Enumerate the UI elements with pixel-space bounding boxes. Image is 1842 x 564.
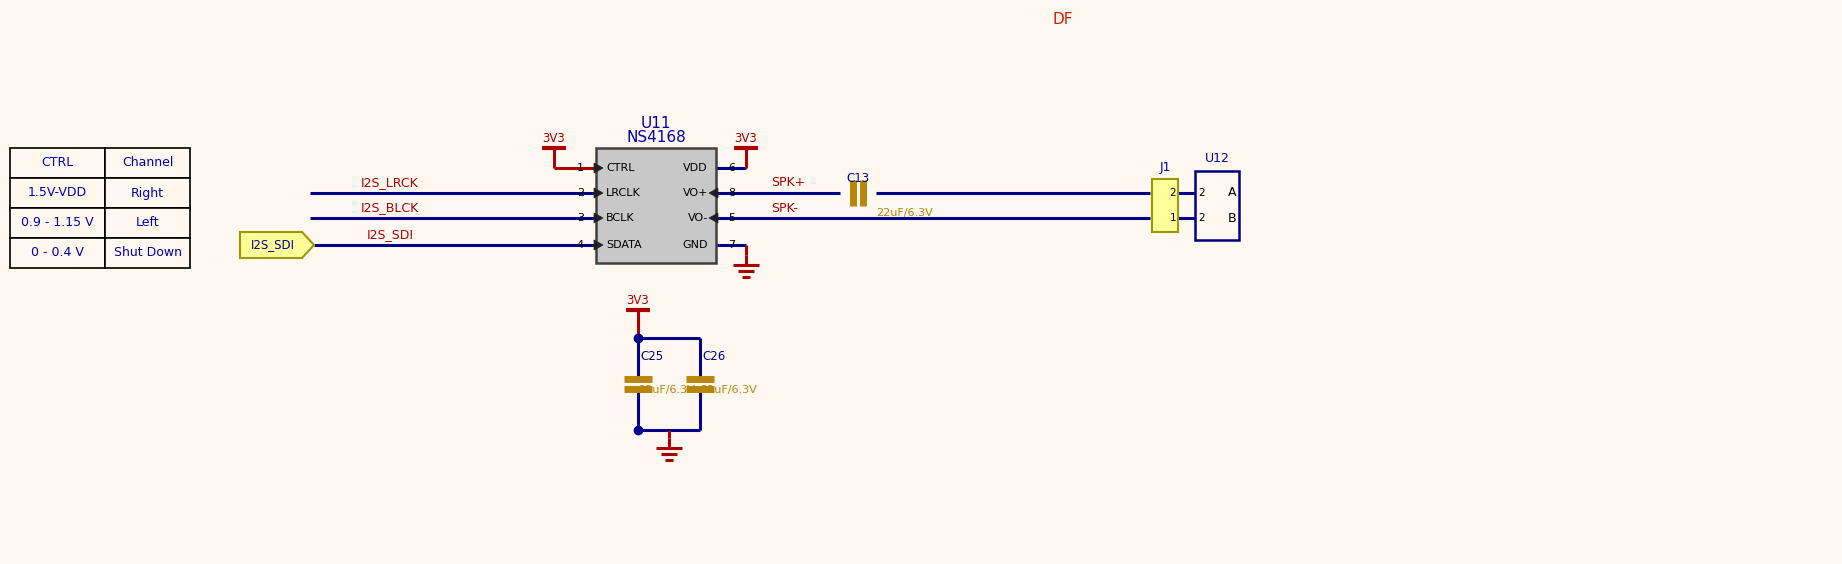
Text: Shut Down: Shut Down xyxy=(114,246,182,259)
Text: VO-: VO- xyxy=(687,213,707,223)
Text: NS4168: NS4168 xyxy=(626,130,685,144)
Text: BCLK: BCLK xyxy=(606,213,635,223)
Bar xyxy=(105,238,190,268)
Text: SPK-: SPK- xyxy=(772,201,798,214)
Text: C25: C25 xyxy=(639,350,663,363)
Bar xyxy=(9,238,105,268)
Polygon shape xyxy=(593,213,602,223)
Bar xyxy=(1151,179,1179,232)
Text: Channel: Channel xyxy=(122,156,173,170)
Text: 5: 5 xyxy=(728,213,735,223)
Text: 22uF/6.3V: 22uF/6.3V xyxy=(877,208,932,218)
Text: 6: 6 xyxy=(728,163,735,173)
Polygon shape xyxy=(239,232,313,258)
Text: 8: 8 xyxy=(728,188,735,198)
Text: C26: C26 xyxy=(702,350,726,363)
Text: J1: J1 xyxy=(1159,161,1172,174)
Text: 7: 7 xyxy=(728,240,735,250)
Polygon shape xyxy=(709,188,718,198)
Polygon shape xyxy=(593,188,602,198)
Text: Left: Left xyxy=(136,217,158,230)
Text: 0.9 - 1.15 V: 0.9 - 1.15 V xyxy=(22,217,94,230)
Text: 4: 4 xyxy=(577,240,584,250)
Text: 3V3: 3V3 xyxy=(735,131,757,144)
Text: 1: 1 xyxy=(577,163,584,173)
Text: 3: 3 xyxy=(577,213,584,223)
Text: I2S_BLCK: I2S_BLCK xyxy=(361,201,420,214)
Text: C13: C13 xyxy=(847,173,869,186)
Text: 22uF/6.3V: 22uF/6.3V xyxy=(700,385,757,395)
Text: Right: Right xyxy=(131,187,164,200)
Polygon shape xyxy=(593,240,602,250)
Bar xyxy=(597,148,717,263)
Bar xyxy=(9,178,105,208)
Text: 2: 2 xyxy=(577,188,584,198)
Text: I2S_SDI: I2S_SDI xyxy=(367,228,413,241)
Text: GND: GND xyxy=(683,240,707,250)
Text: CTRL: CTRL xyxy=(606,163,634,173)
Text: U12: U12 xyxy=(1205,152,1229,165)
Text: 22uF/6.3V: 22uF/6.3V xyxy=(637,385,694,395)
Text: LRCLK: LRCLK xyxy=(606,188,641,198)
Text: 2: 2 xyxy=(1199,213,1205,223)
Text: U11: U11 xyxy=(641,116,670,130)
Bar xyxy=(105,148,190,178)
Text: 2: 2 xyxy=(1199,188,1205,198)
Text: SPK+: SPK+ xyxy=(772,177,805,190)
Bar xyxy=(9,148,105,178)
Text: I2S_SDI: I2S_SDI xyxy=(251,239,295,252)
Text: I2S_LRCK: I2S_LRCK xyxy=(361,177,418,190)
Polygon shape xyxy=(709,213,718,223)
Text: 1.5V-VDD: 1.5V-VDD xyxy=(28,187,87,200)
Text: VO+: VO+ xyxy=(683,188,707,198)
Bar xyxy=(9,208,105,238)
Text: DF: DF xyxy=(1054,12,1074,28)
Text: 1: 1 xyxy=(1170,213,1177,223)
Text: 3V3: 3V3 xyxy=(626,294,650,307)
Bar xyxy=(105,178,190,208)
Text: 3V3: 3V3 xyxy=(543,131,565,144)
Bar xyxy=(105,208,190,238)
Text: VDD: VDD xyxy=(683,163,707,173)
Text: 2: 2 xyxy=(1170,188,1177,198)
Bar xyxy=(1195,171,1240,240)
Text: B: B xyxy=(1227,212,1236,224)
Polygon shape xyxy=(593,163,602,173)
Text: 0 - 0.4 V: 0 - 0.4 V xyxy=(31,246,85,259)
Text: SDATA: SDATA xyxy=(606,240,641,250)
Text: A: A xyxy=(1229,187,1236,200)
Text: CTRL: CTRL xyxy=(41,156,74,170)
